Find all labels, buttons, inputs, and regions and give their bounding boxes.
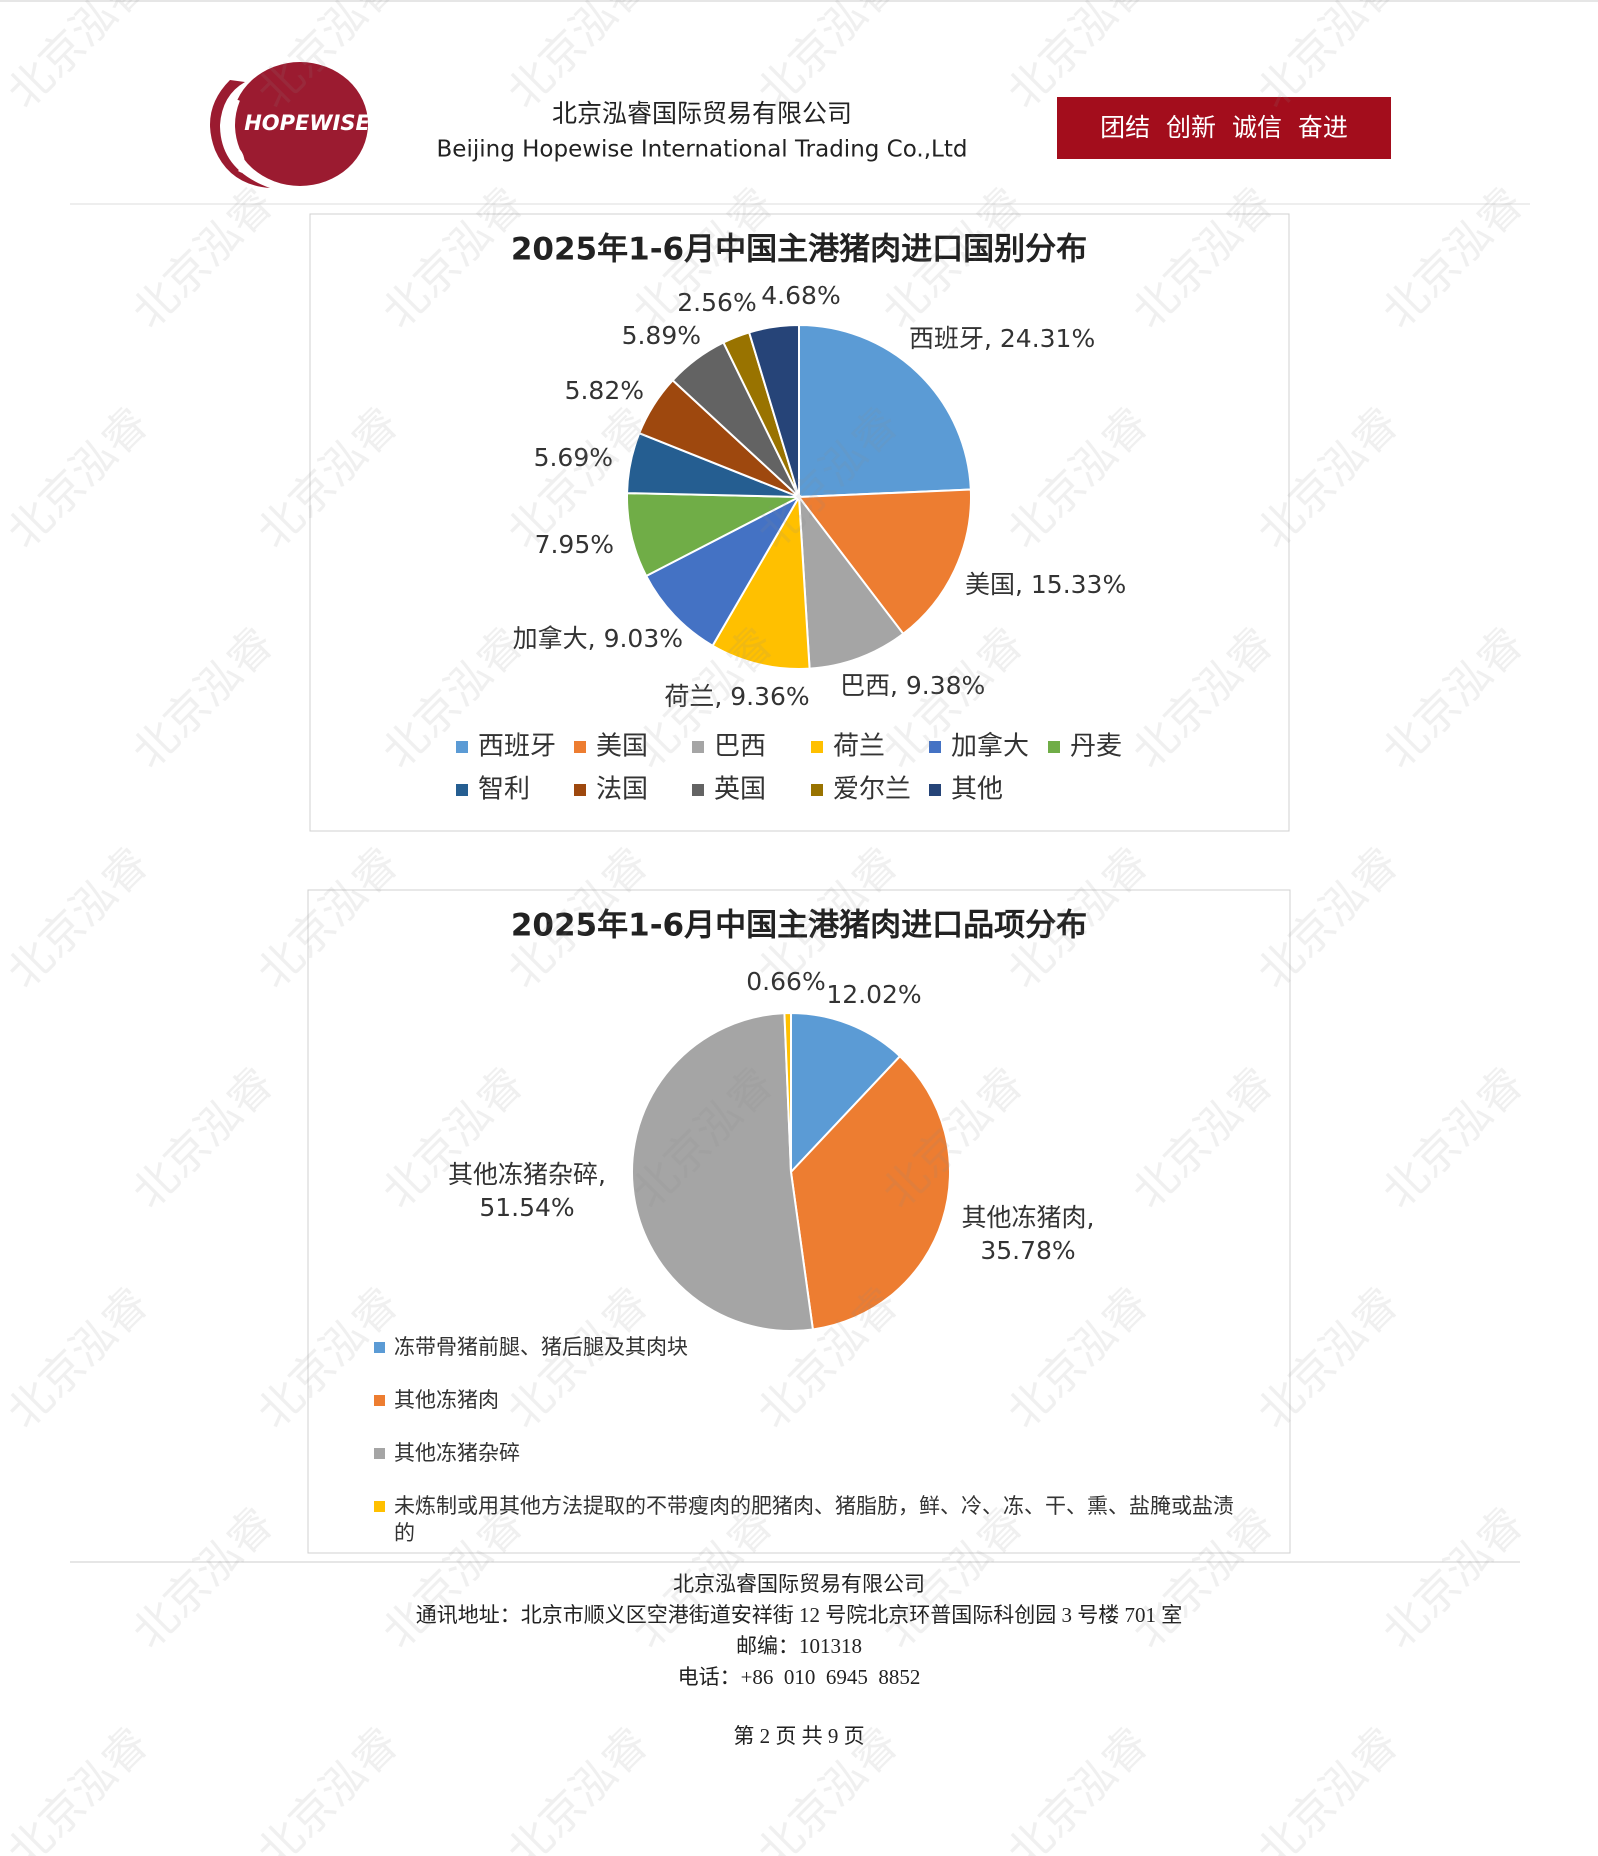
- watermark: 北京泓睿: [0, 398, 158, 559]
- legend-swatch: [374, 1342, 385, 1353]
- data-label: 7.95%: [535, 530, 614, 559]
- slogan: 团结 创新 诚信 奋进: [1100, 113, 1348, 142]
- legend-label: 法国: [596, 775, 648, 805]
- data-label: 2.56%: [677, 288, 756, 317]
- watermark: 北京泓睿: [1373, 178, 1534, 339]
- legend-swatch: [811, 741, 823, 753]
- pie-slice: [797, 488, 972, 636]
- legend-swatch: [574, 784, 586, 796]
- page-number: 第 2 页 共 9 页: [733, 1724, 864, 1748]
- watermark: 北京泓睿: [0, 0, 158, 118]
- data-label: 5.69%: [534, 443, 613, 472]
- legend-swatch: [811, 784, 823, 796]
- data-label: 其他冻猪肉, 35.78%: [962, 1203, 1095, 1265]
- legend-swatch: [574, 741, 586, 753]
- legend-swatch: [1048, 741, 1060, 753]
- legend-swatch: [929, 784, 941, 796]
- pie-slice: [747, 323, 800, 498]
- data-label: 4.68%: [761, 281, 840, 310]
- legend-swatch: [929, 741, 941, 753]
- legend-label: 其他冻猪肉: [394, 1388, 499, 1412]
- watermark: 北京泓睿: [1373, 618, 1534, 779]
- pie-slice: [789, 1054, 951, 1331]
- data-label: 加拿大, 9.03%: [513, 624, 683, 653]
- watermark: 北京泓睿: [1373, 1058, 1534, 1219]
- pie-slice: [644, 494, 802, 648]
- data-label: 5.89%: [622, 321, 701, 350]
- data-label: 5.82%: [565, 376, 644, 405]
- legend-label: 其他: [951, 775, 1003, 805]
- data-label: 荷兰, 9.36%: [664, 682, 809, 711]
- watermark: 北京泓睿: [498, 1718, 659, 1856]
- data-label: 12.02%: [826, 980, 921, 1009]
- legend-swatch: [692, 784, 704, 796]
- legend-label: 爱尔兰: [833, 775, 911, 805]
- legend-item: 其他冻猪肉: [374, 1387, 1254, 1414]
- legend-label: 冻带骨猪前腿、猪后腿及其肉块: [394, 1335, 688, 1359]
- watermark: 北京泓睿: [0, 1278, 158, 1439]
- slogan-box: [1057, 97, 1391, 159]
- pie-slice: [797, 493, 905, 670]
- legend-label: 西班牙: [478, 732, 556, 762]
- legend-label: 荷兰: [833, 732, 885, 762]
- logo-text: HOPEWISE: [244, 111, 370, 135]
- footer-line: 邮编：101318: [736, 1634, 862, 1658]
- legend-label: 英国: [714, 775, 766, 805]
- legend-swatch: [374, 1501, 385, 1512]
- chart-title: 2025年1-6月中国主港猪肉进口品项分布: [511, 908, 1087, 944]
- pie-slice: [798, 323, 972, 499]
- legend-label: 巴西: [714, 732, 766, 762]
- watermark: 北京泓睿: [123, 178, 284, 339]
- legend-swatch: [374, 1448, 385, 1459]
- watermark: 北京泓睿: [123, 1498, 284, 1659]
- legend-swatch: [374, 1395, 385, 1406]
- company-cn: 北京泓睿国际贸易有限公司: [552, 99, 852, 128]
- footer-line: 北京泓睿国际贸易有限公司: [673, 1572, 925, 1596]
- watermark: 北京泓睿: [0, 838, 158, 999]
- legend-item: 冻带骨猪前腿、猪后腿及其肉块: [374, 1334, 1254, 1361]
- watermark: 北京泓睿: [123, 618, 284, 779]
- footer-line: 电话：+86 010 6945 8852: [678, 1665, 921, 1689]
- legend-label: 加拿大: [951, 732, 1029, 762]
- logo: HOPEWISE: [210, 62, 370, 188]
- watermark: 北京泓睿: [0, 1718, 158, 1856]
- legend-item: 其他冻猪杂碎: [374, 1440, 1254, 1467]
- data-label: 0.66%: [746, 967, 825, 996]
- company-en: Beijing Hopewise International Trading C…: [437, 137, 968, 163]
- legend-item: 未炼制或用其他方法提取的不带瘦肉的肥猪肉、猪脂肪，鲜、冷、冻、干、熏、盐腌或盐渍…: [374, 1493, 1254, 1547]
- legend-label: 美国: [596, 732, 648, 762]
- legend-swatch: [692, 741, 704, 753]
- pie-slice: [783, 1011, 792, 1173]
- legend-label: 丹麦: [1070, 732, 1122, 762]
- legend-label: 未炼制或用其他方法提取的不带瘦肉的肥猪肉、猪脂肪，鲜、冷、冻、干、熏、盐腌或盐渍…: [394, 1494, 1234, 1545]
- legend-swatch: [456, 784, 468, 796]
- data-label: 西班牙, 24.31%: [909, 324, 1095, 353]
- legend-swatch: [456, 741, 468, 753]
- legend-label: 其他冻猪杂碎: [394, 1441, 520, 1465]
- data-label: 其他冻猪杂碎, 51.54%: [448, 1160, 606, 1222]
- watermark: 北京泓睿: [1373, 1498, 1534, 1659]
- pie-slice: [711, 493, 811, 670]
- watermark: 北京泓睿: [248, 1718, 409, 1856]
- data-label: 巴西, 9.38%: [840, 671, 985, 700]
- footer-line: 通讯地址：北京市顺义区空港街道安祥街 12 号院北京环普国际科创园 3 号楼 7…: [416, 1603, 1183, 1627]
- pie-slice: [790, 1011, 902, 1175]
- watermark: 北京泓睿: [998, 1718, 1159, 1856]
- chart-title: 2025年1-6月中国主港猪肉进口国别分布: [511, 232, 1087, 268]
- watermark: 北京泓睿: [1248, 1718, 1409, 1856]
- pie-slice: [630, 1012, 815, 1332]
- legend-label: 智利: [478, 775, 530, 805]
- data-label: 美国, 15.33%: [965, 570, 1126, 599]
- watermark: 北京泓睿: [123, 1058, 284, 1219]
